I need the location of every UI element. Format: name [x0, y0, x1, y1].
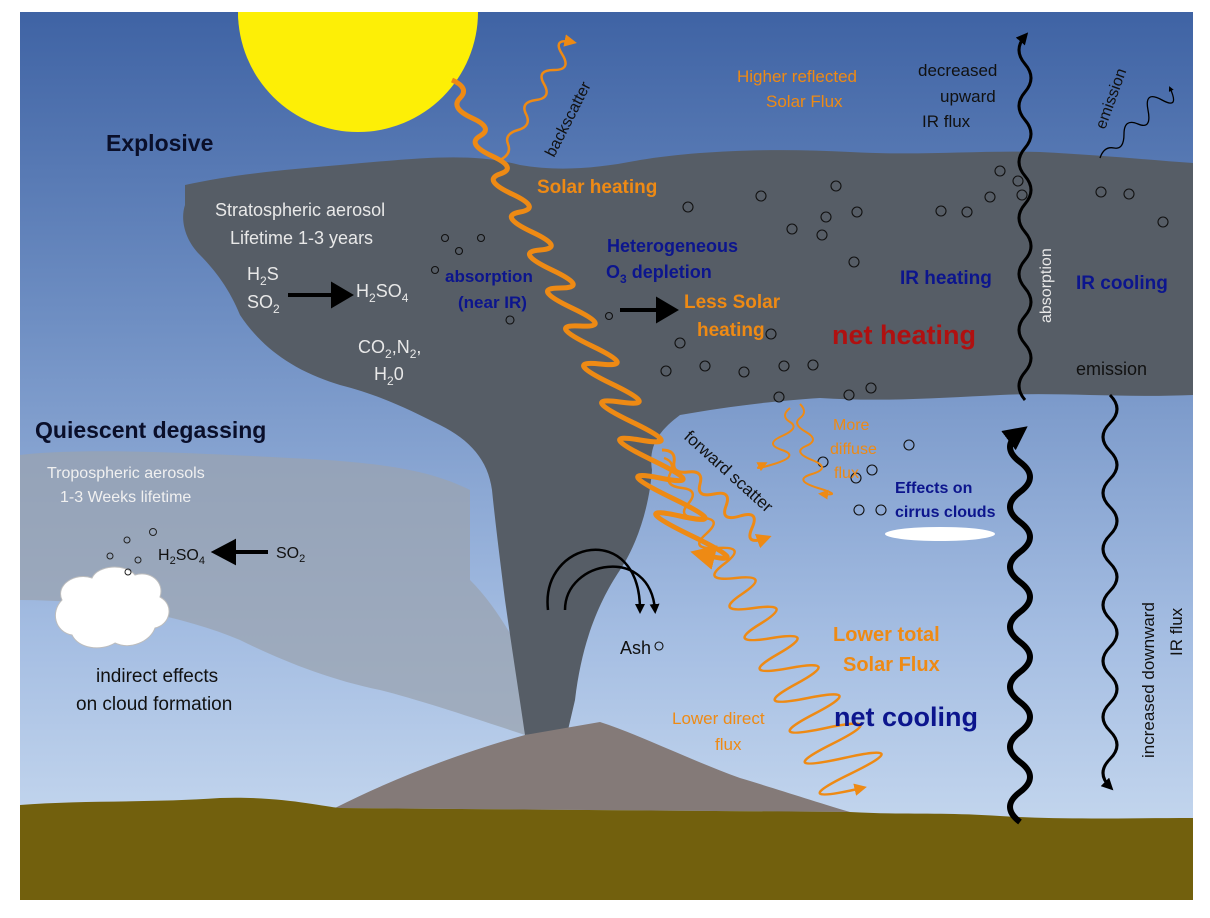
tropospheric-droplets	[106, 528, 157, 576]
less-solar-line2: heating	[697, 320, 765, 341]
net-heating-label: net heating	[832, 320, 976, 350]
solar-heating-label: Solar heating	[537, 177, 657, 198]
trop-h2so4-label: H2SO4	[158, 547, 205, 567]
more-diffuse-line1: More	[833, 417, 870, 434]
upward-ir-arrow	[1001, 426, 1033, 825]
less-solar-line1: Less Solar	[684, 292, 781, 313]
increased-downward-line1: increased downward	[1139, 602, 1158, 758]
absorption-near-ir-line2: (near IR)	[458, 293, 527, 312]
ground	[20, 797, 1193, 900]
backscatter-arrow	[499, 34, 577, 162]
sun-disc	[238, 14, 476, 115]
absorption-near-ir-line1: absorption	[445, 267, 533, 286]
h2so4-label: H2SO4	[356, 281, 409, 305]
emission-mid-label: emission	[1076, 359, 1147, 379]
eruption-plume	[183, 150, 1193, 736]
net-cooling-label: net cooling	[834, 702, 978, 732]
diffuse-flux-arrow-2	[796, 403, 833, 500]
lower-total-line1: Lower total	[833, 624, 940, 646]
emission-top-arrow	[1099, 86, 1175, 159]
cirrus-cloud	[885, 527, 995, 541]
trop-aerosol-line2: 1-3 Weeks lifetime	[60, 489, 191, 506]
h2s-label: H2S	[247, 264, 279, 288]
explosive-heading: Explosive	[106, 130, 213, 156]
ir-cooling-label: IR cooling	[1076, 273, 1168, 294]
volcano	[335, 722, 850, 812]
quiescent-heading: Quiescent degassing	[35, 417, 266, 443]
indirect-line1: indirect effects	[96, 666, 218, 687]
upward-ir-arrow-upper	[1015, 32, 1033, 401]
downward-ir-arrow	[1100, 393, 1119, 791]
higher-reflected-line2: Solar Flux	[766, 92, 843, 111]
lower-direct-line2: flux	[715, 735, 742, 754]
decreased-line2: upward	[940, 87, 996, 106]
aerosol-droplets	[430, 165, 1169, 651]
solar-beam	[450, 77, 730, 570]
increased-downward-line2: IR flux	[1167, 607, 1186, 656]
more-diffuse-line3: flux	[834, 465, 859, 482]
lower-direct-line1: Lower direct	[672, 709, 765, 728]
decreased-line1: decreased	[918, 61, 997, 80]
heterogeneous-line1: Heterogeneous	[607, 236, 738, 256]
lower-total-line2: Solar Flux	[843, 654, 940, 676]
higher-reflected-line1: Higher reflected	[737, 67, 857, 86]
absorption-vertical-label: absorption	[1038, 248, 1055, 323]
effects-cirrus-line1: Effects on	[895, 480, 972, 497]
decreased-line3: IR flux	[922, 112, 971, 131]
effects-cirrus-line2: cirrus clouds	[895, 504, 996, 521]
lower-direct-flux-arrow	[663, 456, 883, 796]
ash-circulation	[546, 548, 660, 614]
co2-n2-label: CO2,N2,	[358, 337, 421, 361]
strat-aerosol-line2: Lifetime 1-3 years	[230, 228, 373, 248]
tropospheric-cloud	[54, 566, 170, 649]
conversion-arrows	[210, 281, 679, 566]
indirect-line2: on cloud formation	[76, 694, 232, 715]
ir-heating-label: IR heating	[900, 268, 992, 289]
trop-aerosol-line1: Tropospheric aerosols	[47, 465, 205, 482]
forward-scatter-arrow	[661, 448, 772, 549]
heterogeneous-line2: O3 depletion	[606, 262, 712, 286]
more-diffuse-line2: diffuse	[830, 441, 877, 458]
so2-label: SO2	[247, 292, 280, 316]
diffuse-flux-arrow-1	[756, 407, 795, 472]
trop-so2-label: SO2	[276, 545, 305, 565]
tropospheric-haze	[20, 451, 560, 740]
ash-label: Ash	[620, 638, 651, 658]
strat-aerosol-line1: Stratospheric aerosol	[215, 200, 385, 220]
h20-label: H20	[374, 364, 404, 388]
